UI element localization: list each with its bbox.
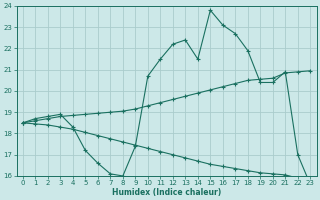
X-axis label: Humidex (Indice chaleur): Humidex (Indice chaleur) [112, 188, 221, 197]
